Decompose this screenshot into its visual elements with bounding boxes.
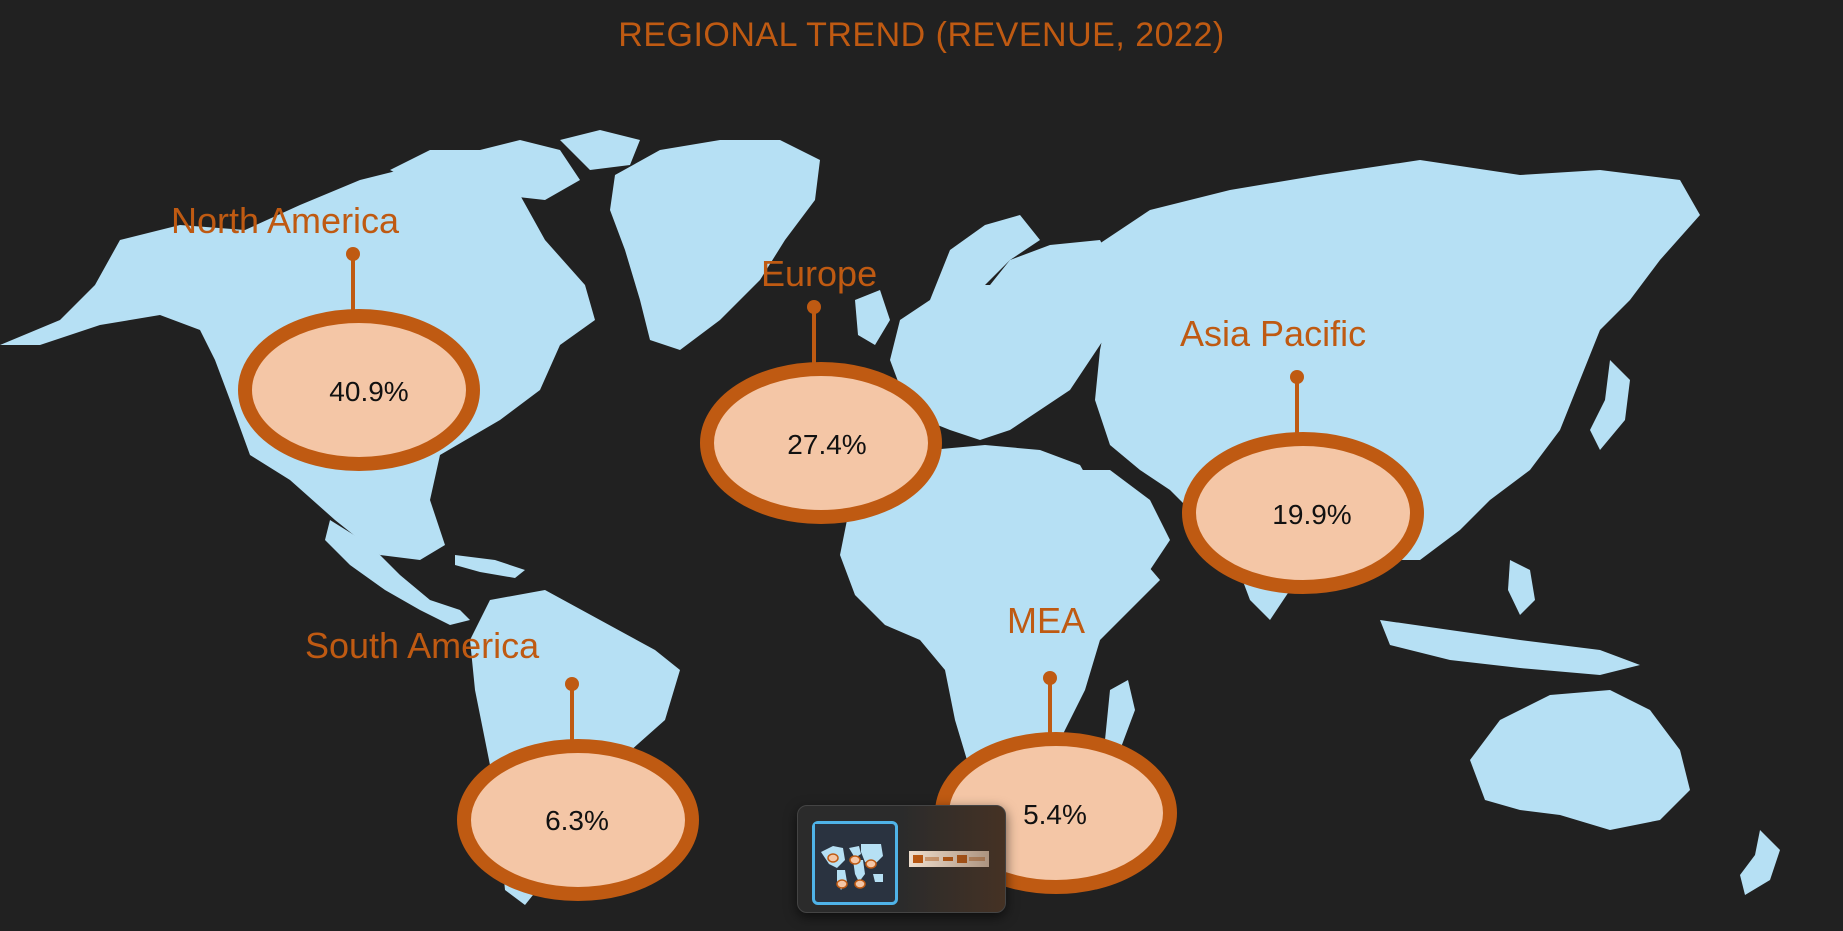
pin-south-america	[565, 677, 579, 691]
philippines-islands	[1508, 560, 1535, 615]
pin-europe	[807, 300, 821, 314]
region-label-south-america: South America	[305, 625, 540, 666]
world-map-slide-thumbnail[interactable]	[812, 821, 898, 905]
bubble-north-america	[238, 309, 480, 471]
value-north-america: 40.9%	[329, 376, 409, 407]
arctic-islands-east	[560, 130, 640, 170]
slide-switcher	[797, 805, 1006, 913]
value-mea: 5.4%	[1023, 799, 1087, 830]
region-label-mea: MEA	[1007, 600, 1086, 641]
value-south-america: 6.3%	[545, 805, 609, 836]
new-zealand-landmass	[1740, 830, 1780, 895]
bubble-south-america	[457, 739, 699, 901]
bar-summary-thumbnail-icon	[909, 851, 989, 867]
pin-asia-pacific	[1290, 370, 1304, 384]
greenland-landmass	[610, 140, 820, 350]
pin-mea	[1043, 671, 1057, 685]
australia-landmass	[1470, 690, 1690, 830]
bubble-europe	[700, 362, 942, 524]
central-america-landmass	[325, 520, 470, 625]
scandinavia-landmass	[930, 215, 1040, 300]
pin-north-america	[346, 247, 360, 261]
europe-landmass	[890, 240, 1120, 440]
uk-landmass	[855, 290, 890, 345]
world-map-thumbnail-icon	[815, 824, 889, 896]
page-title: REGIONAL TREND (REVENUE, 2022)	[618, 16, 1225, 54]
land-masses	[0, 130, 1780, 905]
arctic-islands	[390, 140, 580, 200]
arabian-peninsula	[1060, 470, 1170, 575]
region-label-europe: Europe	[761, 253, 878, 294]
japan-islands	[1590, 360, 1630, 450]
africa-landmass	[840, 445, 1160, 820]
caribbean-islands	[455, 555, 525, 578]
value-asia-pacific: 19.9%	[1272, 499, 1352, 530]
region-callouts	[238, 247, 1424, 901]
region-label-north-america: North America	[171, 200, 400, 241]
bubble-asia-pacific	[1182, 432, 1424, 594]
region-label-asia-pacific: Asia Pacific	[1180, 313, 1367, 354]
value-europe: 27.4%	[787, 429, 867, 460]
madagascar-landmass	[1105, 680, 1135, 750]
bar-summary-slide-thumbnail[interactable]	[909, 821, 989, 899]
southeast-asia-islands	[1380, 620, 1640, 675]
